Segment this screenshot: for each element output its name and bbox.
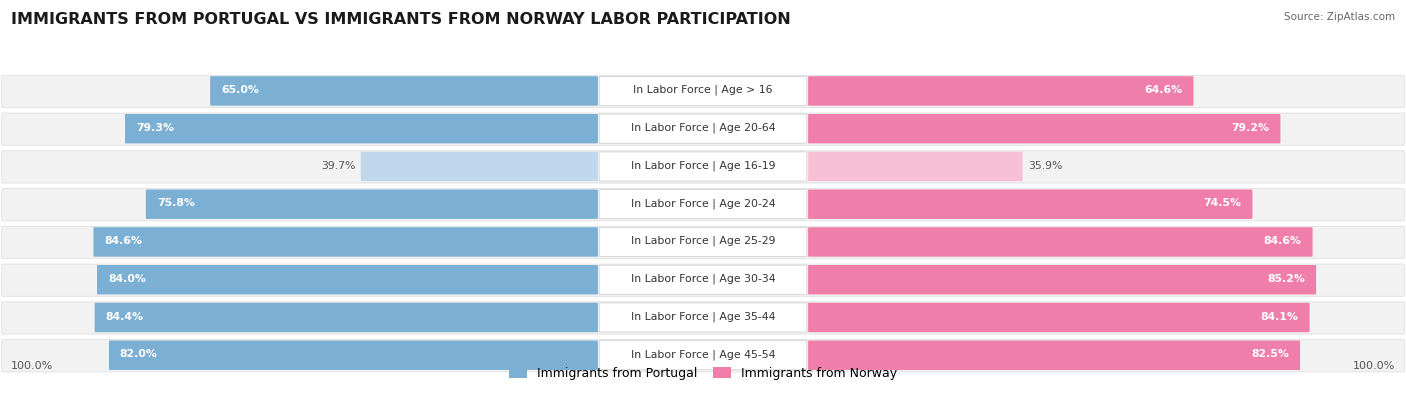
FancyBboxPatch shape — [1, 302, 1405, 334]
Text: In Labor Force | Age > 16: In Labor Force | Age > 16 — [633, 85, 773, 96]
Text: In Labor Force | Age 16-19: In Labor Force | Age 16-19 — [631, 160, 775, 171]
Text: In Labor Force | Age 35-44: In Labor Force | Age 35-44 — [631, 312, 775, 322]
FancyBboxPatch shape — [361, 152, 598, 181]
Text: 79.3%: 79.3% — [136, 123, 174, 133]
FancyBboxPatch shape — [599, 341, 807, 370]
FancyBboxPatch shape — [808, 76, 1194, 106]
Text: In Labor Force | Age 30-34: In Labor Force | Age 30-34 — [631, 274, 775, 284]
FancyBboxPatch shape — [1, 340, 1405, 372]
FancyBboxPatch shape — [808, 303, 1309, 332]
Text: In Labor Force | Age 45-54: In Labor Force | Age 45-54 — [631, 349, 775, 360]
Text: 75.8%: 75.8% — [156, 198, 194, 209]
FancyBboxPatch shape — [108, 340, 598, 370]
Text: In Labor Force | Age 25-29: In Labor Force | Age 25-29 — [631, 236, 775, 246]
FancyBboxPatch shape — [599, 114, 807, 143]
Text: 82.0%: 82.0% — [120, 350, 157, 359]
Legend: Immigrants from Portugal, Immigrants from Norway: Immigrants from Portugal, Immigrants fro… — [503, 362, 903, 385]
Text: 35.9%: 35.9% — [1028, 161, 1062, 171]
FancyBboxPatch shape — [599, 265, 807, 294]
FancyBboxPatch shape — [1, 113, 1405, 145]
Text: 85.2%: 85.2% — [1267, 274, 1305, 284]
FancyBboxPatch shape — [808, 152, 1022, 181]
Text: 100.0%: 100.0% — [1353, 361, 1395, 371]
Text: 82.5%: 82.5% — [1251, 350, 1289, 359]
Text: 84.0%: 84.0% — [108, 274, 146, 284]
FancyBboxPatch shape — [808, 340, 1301, 370]
FancyBboxPatch shape — [94, 303, 598, 332]
FancyBboxPatch shape — [93, 227, 598, 257]
Text: 74.5%: 74.5% — [1204, 198, 1241, 209]
Text: IMMIGRANTS FROM PORTUGAL VS IMMIGRANTS FROM NORWAY LABOR PARTICIPATION: IMMIGRANTS FROM PORTUGAL VS IMMIGRANTS F… — [11, 12, 792, 27]
FancyBboxPatch shape — [1, 188, 1405, 221]
FancyBboxPatch shape — [599, 76, 807, 105]
FancyBboxPatch shape — [125, 114, 598, 143]
FancyBboxPatch shape — [599, 152, 807, 181]
FancyBboxPatch shape — [808, 114, 1281, 143]
Text: 84.4%: 84.4% — [105, 312, 143, 322]
FancyBboxPatch shape — [808, 265, 1316, 294]
FancyBboxPatch shape — [808, 227, 1313, 257]
Text: 84.1%: 84.1% — [1261, 312, 1299, 322]
FancyBboxPatch shape — [599, 228, 807, 256]
FancyBboxPatch shape — [97, 265, 598, 294]
Text: In Labor Force | Age 20-64: In Labor Force | Age 20-64 — [631, 123, 775, 133]
Text: 100.0%: 100.0% — [11, 361, 53, 371]
Text: In Labor Force | Age 20-24: In Labor Force | Age 20-24 — [631, 198, 775, 209]
Text: 84.6%: 84.6% — [104, 236, 142, 246]
Text: 39.7%: 39.7% — [321, 161, 356, 171]
FancyBboxPatch shape — [599, 303, 807, 332]
Text: Source: ZipAtlas.com: Source: ZipAtlas.com — [1284, 12, 1395, 22]
FancyBboxPatch shape — [808, 190, 1253, 219]
FancyBboxPatch shape — [599, 190, 807, 219]
Text: 84.6%: 84.6% — [1264, 236, 1302, 246]
FancyBboxPatch shape — [1, 75, 1405, 107]
Text: 65.0%: 65.0% — [221, 85, 259, 95]
Text: 79.2%: 79.2% — [1232, 123, 1270, 133]
Text: 64.6%: 64.6% — [1144, 85, 1182, 95]
FancyBboxPatch shape — [1, 151, 1405, 183]
FancyBboxPatch shape — [146, 190, 598, 219]
FancyBboxPatch shape — [209, 76, 598, 106]
FancyBboxPatch shape — [1, 226, 1405, 259]
FancyBboxPatch shape — [1, 264, 1405, 296]
